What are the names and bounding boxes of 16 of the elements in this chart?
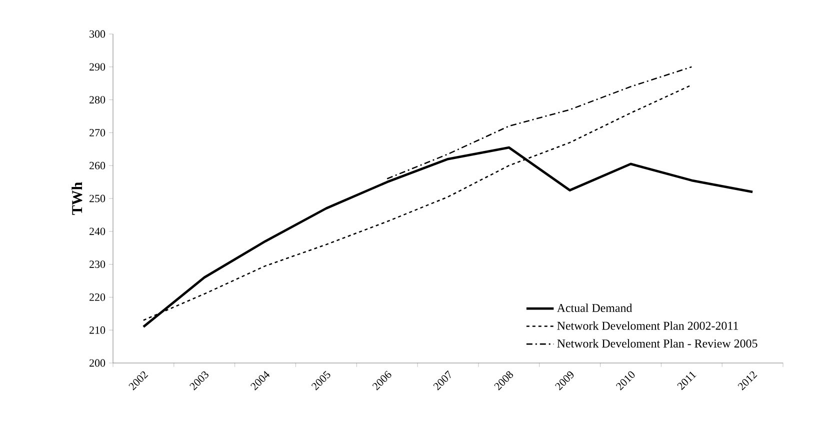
y-tick-label: 300 <box>90 30 106 38</box>
legend-label: Network Develoment Plan 2002-2011 <box>557 321 738 330</box>
y-tick-label: 290 <box>90 63 106 71</box>
y-tick-label: 210 <box>90 326 106 334</box>
y-tick-label: 230 <box>90 260 106 268</box>
y-tick-label: 240 <box>90 228 106 236</box>
y-tick-label: 200 <box>90 359 106 367</box>
y-axis-title: TWh <box>72 182 82 215</box>
y-tick-label: 260 <box>90 162 106 170</box>
y-tick-label: 280 <box>90 96 106 104</box>
legend-label: Network Develoment Plan - Review 2005 <box>557 339 758 348</box>
legend-label: Actual Demand <box>556 304 632 312</box>
y-tick-label: 270 <box>90 129 106 136</box>
x-tick-label: 2011 <box>677 372 696 390</box>
y-tick-label: 250 <box>90 194 106 202</box>
y-tick-label: 220 <box>90 294 106 301</box>
